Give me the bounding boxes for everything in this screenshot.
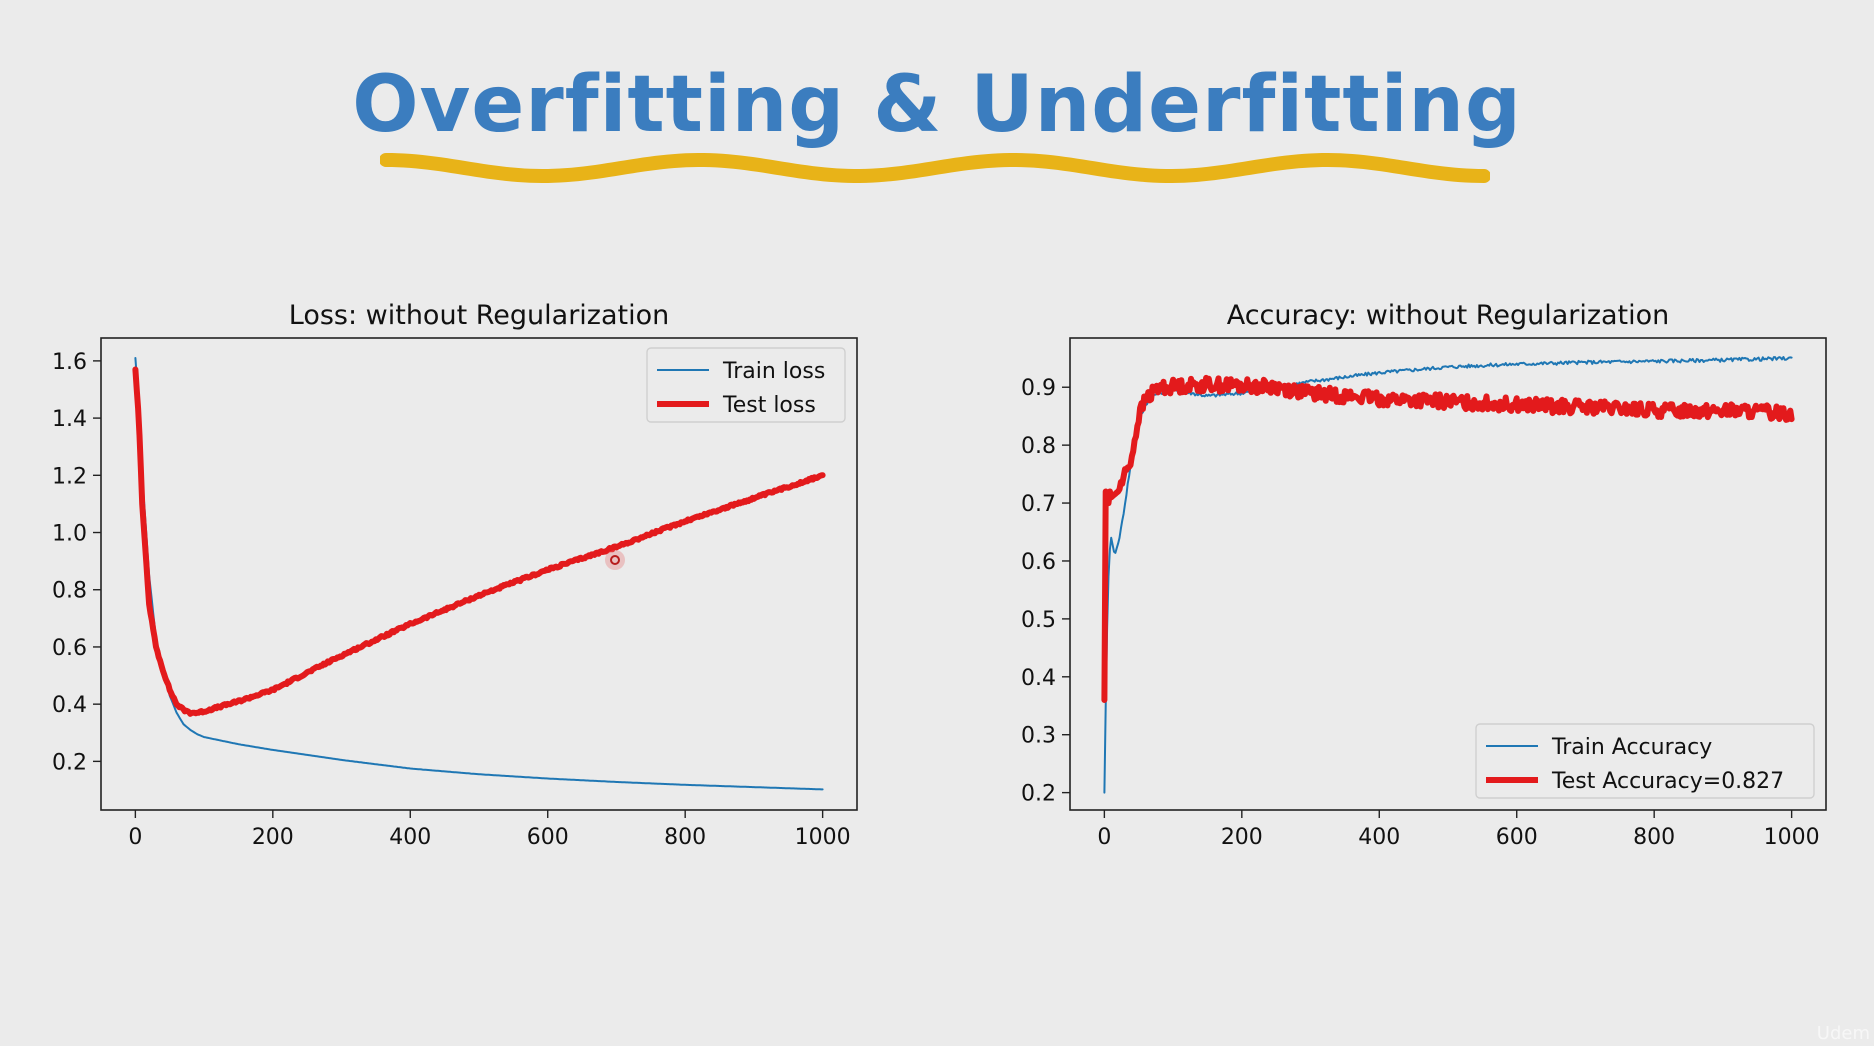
mouse-cursor-indicator: [605, 550, 625, 570]
y-tick-label: 1.2: [52, 464, 87, 489]
x-tick-label: 800: [664, 825, 706, 850]
slide-title: Overfitting & Underfitting: [352, 60, 1522, 150]
x-tick-label: 400: [1358, 825, 1400, 850]
y-tick-label: 0.6: [52, 636, 87, 661]
chart-accuracy: Accuracy: without Regularization 0 200 400 6…: [1021, 300, 1827, 850]
legend-label: Test loss: [722, 393, 816, 418]
x-tick-label: 0: [128, 825, 142, 850]
y-tick-label: 0.7: [1021, 492, 1056, 517]
legend-label: Test Accuracy=0.827: [1551, 769, 1784, 794]
y-tick-label: 0.3: [1021, 724, 1056, 749]
x-tick-label: 800: [1633, 825, 1675, 850]
x-tick-label: 200: [1221, 825, 1263, 850]
axes-frame: [1069, 337, 1827, 811]
y-tick-label: 0.6: [1021, 550, 1056, 575]
y-tick-label: 0.2: [1021, 782, 1056, 807]
series-line-test-accuracy-0-827: [1101, 374, 1795, 703]
underline-wave: [380, 152, 1490, 184]
y-tick-label: 0.4: [1021, 666, 1056, 691]
chart-title: Accuracy: without Regularization: [1227, 300, 1670, 331]
y-tick-label: 0.9: [1021, 376, 1056, 401]
y-tick-label: 0.8: [52, 579, 87, 604]
y-tick-label: 1.0: [52, 522, 87, 547]
y-tick-label: 0.4: [52, 693, 87, 718]
series-line-train-loss: [134, 357, 824, 791]
x-tick-label: 0: [1097, 825, 1111, 850]
x-tick-label: 600: [1496, 825, 1538, 850]
y-tick-label: 1.6: [52, 350, 87, 375]
y-tick-label: 0.8: [1021, 434, 1056, 459]
title-underline: [380, 152, 1490, 184]
y-tick-label: 1.4: [52, 407, 87, 432]
y-tick-label: 0.5: [1021, 608, 1056, 633]
x-tick-label: 200: [252, 825, 294, 850]
chart-title: Loss: without Regularization: [289, 300, 669, 331]
legend-label: Train loss: [722, 359, 825, 384]
x-tick-label: 600: [527, 825, 569, 850]
legend-box: [1475, 723, 1815, 799]
axes-frame: [100, 337, 858, 811]
legend: Train Accuracy Test Accuracy=0.827: [1475, 723, 1815, 799]
series-line-test-loss: [132, 366, 826, 717]
legend: Train loss Test loss: [646, 347, 846, 423]
x-tick-label: 1000: [795, 825, 851, 850]
legend-label: Train Accuracy: [1551, 735, 1712, 760]
y-tick-label: 0.2: [52, 750, 87, 775]
x-tick-label: 400: [389, 825, 431, 850]
watermark: Udem: [1816, 1023, 1870, 1044]
chart-loss: Loss: without Regularization 0 200 400 600 80…: [52, 300, 858, 850]
x-tick-label: 1000: [1764, 825, 1820, 850]
